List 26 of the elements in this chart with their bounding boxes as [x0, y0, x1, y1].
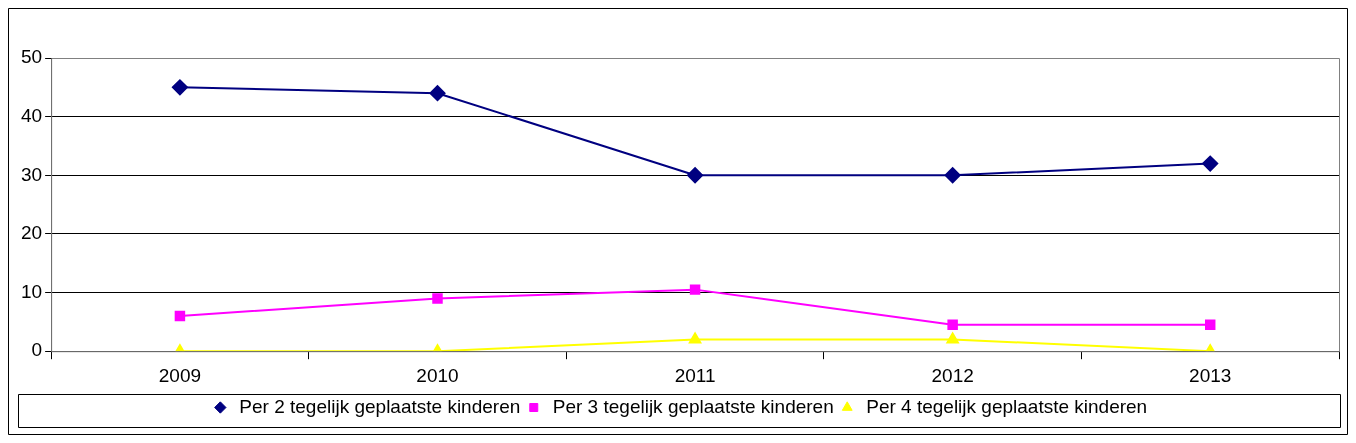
x-tick-label: 2009 — [158, 364, 202, 386]
y-tick-label: 20 — [20, 222, 43, 244]
point — [429, 85, 446, 102]
point — [947, 319, 958, 331]
point — [944, 167, 961, 184]
legend-label: Per 3 tegelijk geplaatste kinderen — [552, 395, 834, 417]
point — [689, 284, 701, 295]
point — [688, 332, 702, 344]
x-tick-label: 2012 — [931, 364, 974, 386]
point — [1204, 319, 1216, 331]
y-tick-label: 10 — [20, 280, 43, 302]
x-tick-label: 2013 — [1189, 364, 1232, 386]
point — [174, 310, 186, 322]
x-tick-label: 2010 — [416, 364, 459, 386]
point — [432, 293, 443, 304]
x-tick-label: 2011 — [674, 364, 716, 386]
point — [171, 79, 188, 96]
y-tick-label: 40 — [20, 104, 43, 126]
point — [946, 332, 959, 344]
legend-label: Per 2 tegelijk geplaatste kinderen — [239, 395, 521, 417]
y-tick-label: 0 — [31, 339, 43, 361]
legend-label: Per 4 tegelijk geplaatste kinderen — [866, 395, 1148, 417]
point — [687, 167, 704, 184]
y-tick-label: 50 — [20, 46, 43, 68]
y-tick-label: 30 — [20, 163, 43, 185]
point — [1202, 155, 1219, 172]
